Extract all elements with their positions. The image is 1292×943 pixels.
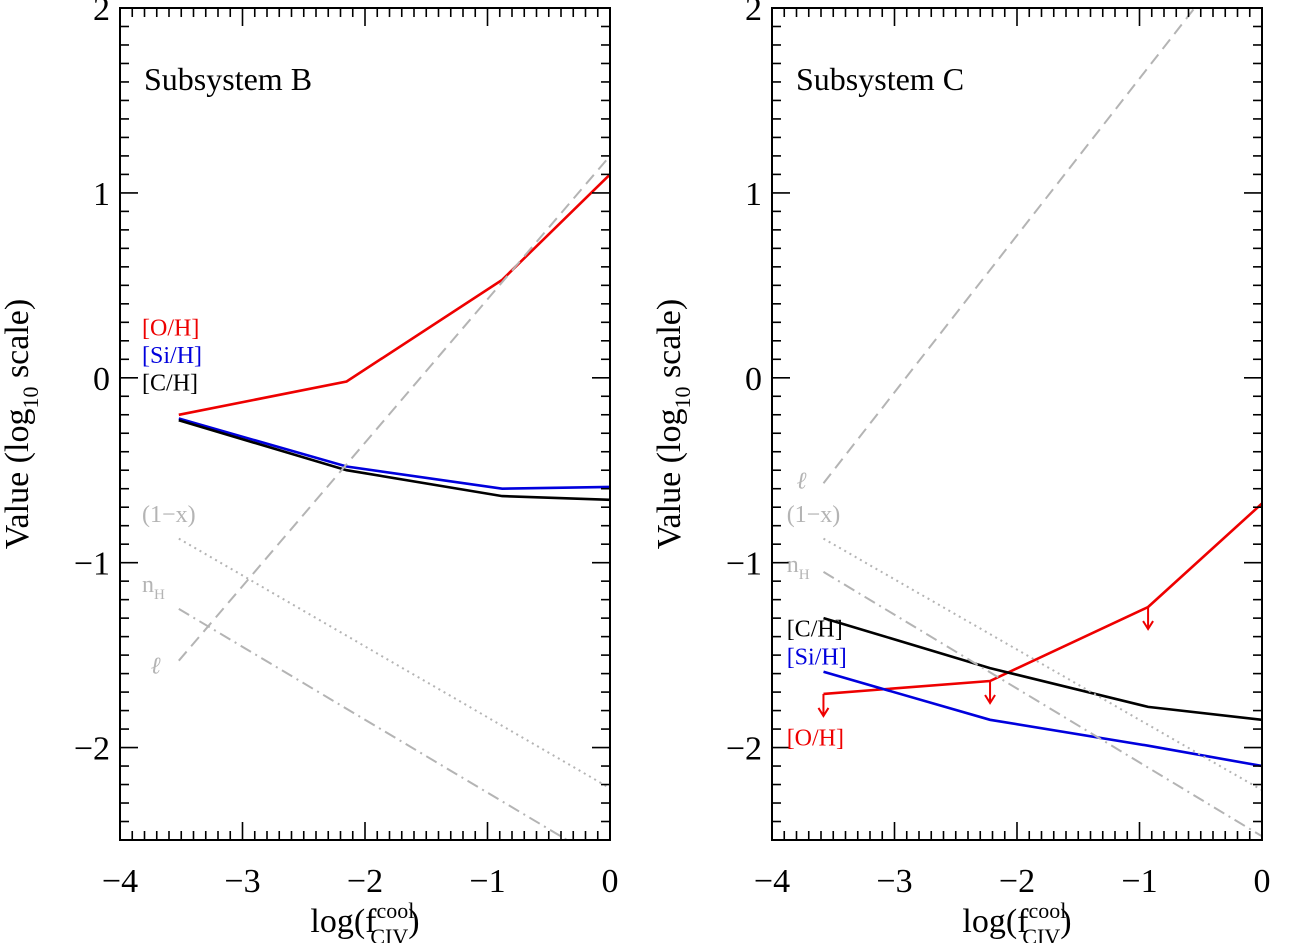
x-tick-label: 0 [602, 863, 619, 900]
panel-title: Subsystem C [796, 61, 964, 97]
upper-limit-arrow [1142, 607, 1154, 631]
x-tick-label: −4 [102, 863, 138, 900]
upper-limit-arrow [984, 680, 996, 705]
x-tick-label: −3 [224, 863, 260, 900]
series-line-1x [178, 537, 610, 790]
ticks [771, 7, 1263, 841]
y-tick-label: 1 [745, 176, 762, 213]
series-label-1x: (1−x) [142, 502, 196, 528]
series-line-ch [178, 419, 610, 502]
y-tick-label: −1 [726, 546, 762, 583]
x-tick-label: −2 [999, 863, 1035, 900]
series-line-1x [823, 537, 1262, 791]
series-line-sih [178, 417, 610, 491]
x-tick-label: −1 [1121, 863, 1157, 900]
y-tick-label: 0 [93, 361, 110, 398]
series-group [822, 8, 1262, 838]
series-line-series5 [178, 155, 610, 662]
x-tick-label: −2 [347, 863, 383, 900]
series-line-ch [823, 616, 1262, 722]
x-axis-label: log(fcool CIV) [962, 898, 1071, 943]
series-label-nh: nH [787, 552, 810, 583]
panel-b: −4 −3 −2 −1 0 −2 −1 0 1 2 Subsystem B log(fcool CIV)… [0, 0, 619, 943]
x-tick-label: −4 [754, 863, 790, 900]
ticks [119, 7, 611, 841]
series-label-ell: ℓ [797, 469, 807, 495]
series-line-nh [822, 571, 1262, 838]
series-label-1x: (1−x) [787, 502, 841, 528]
series-label-ch: [C/H] [142, 371, 198, 397]
series-label-ch: [C/H] [787, 617, 843, 643]
y-axis-label: Value (log10 scale) [651, 299, 695, 549]
plot-frame [771, 7, 1263, 841]
x-tick-label: 0 [1254, 863, 1271, 900]
series-line-series5 [822, 8, 1196, 484]
y-tick-label: 0 [745, 361, 762, 398]
series-line-oh [823, 502, 1262, 696]
series-label-oh: [O/H] [142, 315, 199, 341]
x-axis-label: log(fcool CIV) [310, 898, 419, 943]
upper-limit-arrow [817, 693, 830, 718]
panel-c: −4 −3 −2 −1 0 −2 −1 0 1 2 Subsystem C log(fcool CIV)… [651, 0, 1271, 943]
series-label-sih: [Si/H] [142, 343, 202, 369]
y-axis-label: Value (log10 scale) [0, 299, 43, 549]
series-label-oh: [O/H] [787, 726, 844, 752]
series-line-oh [178, 173, 610, 417]
series-group [178, 155, 610, 840]
x-tick-label: −3 [876, 863, 912, 900]
x-tick-label: −1 [469, 863, 505, 900]
series-line-sih [823, 670, 1262, 768]
y-tick-label: −2 [74, 731, 110, 768]
series-label-nh: nH [142, 572, 165, 603]
panel-title: Subsystem B [144, 61, 312, 97]
series-label-ell: ℓ [151, 654, 161, 680]
y-tick-label: 2 [93, 0, 110, 28]
y-tick-label: −2 [726, 731, 762, 768]
y-tick-label: 1 [93, 176, 110, 213]
y-tick-label: −1 [74, 546, 110, 583]
y-tick-label: 2 [745, 0, 762, 28]
series-label-sih: [Si/H] [787, 644, 847, 670]
series-line-nh [178, 608, 568, 840]
